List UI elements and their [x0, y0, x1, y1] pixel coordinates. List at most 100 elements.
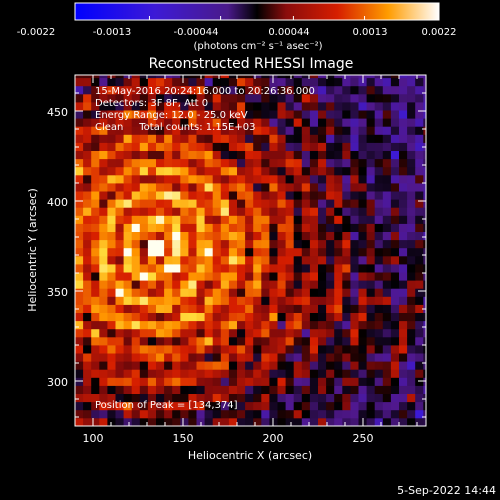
- heatmap-pixel: [196, 353, 205, 362]
- heatmap-pixel: [139, 215, 149, 224]
- heatmap-pixel: [91, 369, 100, 378]
- heatmap-pixel: [115, 320, 124, 330]
- heatmap-pixel: [172, 102, 181, 111]
- heatmap-pixel: [91, 312, 100, 322]
- heatmap-pixel: [164, 401, 173, 411]
- heatmap-pixel: [139, 199, 149, 208]
- heatmap-pixel: [212, 150, 222, 160]
- heatmap-pixel: [301, 75, 311, 79]
- heatmap-pixel: [366, 304, 376, 313]
- heatmap-pixel: [147, 85, 157, 95]
- heatmap-pixel: [269, 199, 278, 208]
- heatmap-pixel: [245, 280, 254, 289]
- heatmap-pixel: [147, 393, 157, 403]
- heatmap-pixel: [245, 409, 254, 419]
- heatmap-pixel: [261, 150, 270, 160]
- heatmap-image: [75, 75, 426, 426]
- heatmap-pixel: [83, 118, 92, 127]
- heatmap-pixel: [261, 126, 270, 135]
- heatmap-pixel: [366, 118, 376, 127]
- heatmap-pixel: [156, 409, 165, 419]
- heatmap-pixel: [164, 174, 173, 184]
- heatmap-pixel: [115, 312, 124, 322]
- heatmap-pixel: [212, 142, 222, 151]
- heatmap-pixel: [83, 312, 92, 322]
- heatmap-pixel: [115, 223, 124, 232]
- heatmap-pixel: [91, 199, 100, 208]
- heatmap-pixel: [139, 150, 149, 160]
- heatmap-pixel: [245, 377, 254, 386]
- heatmap-pixel: [196, 385, 205, 394]
- heatmap-pixel: [139, 369, 149, 378]
- heatmap-pixel: [237, 320, 246, 330]
- heatmap-pixel: [390, 223, 400, 232]
- heatmap-pixel: [407, 77, 416, 87]
- heatmap-pixel: [285, 401, 295, 411]
- heatmap-pixel: [83, 110, 92, 119]
- heatmap-pixel: [366, 77, 376, 87]
- heatmap-pixel: [293, 361, 303, 370]
- heatmap-pixel: [390, 353, 400, 362]
- heatmap-pixel: [326, 401, 335, 411]
- heatmap-pixel: [196, 85, 205, 95]
- heatmap-pixel: [293, 296, 303, 305]
- heatmap-pixel: [261, 223, 270, 232]
- heatmap-pixel: [180, 231, 189, 241]
- heatmap-pixel: [172, 134, 181, 143]
- heatmap-pixel: [196, 345, 205, 354]
- heatmap-pixel: [366, 280, 376, 289]
- heatmap-pixel: [164, 110, 173, 119]
- heatmap-pixel: [115, 353, 124, 362]
- heatmap-pixel: [407, 110, 416, 119]
- heatmap-pixel: [180, 417, 189, 426]
- heatmap-pixel: [83, 369, 92, 378]
- heatmap-pixel: [91, 239, 100, 249]
- heatmap-pixel: [407, 118, 416, 127]
- heatmap-pixel: [164, 191, 173, 200]
- heatmap-pixel: [318, 272, 327, 281]
- heatmap-pixel: [212, 93, 222, 103]
- heatmap-pixel: [107, 320, 116, 330]
- heatmap-pixel: [390, 166, 400, 176]
- heatmap-pixel: [374, 134, 384, 143]
- heatmap-pixel: [301, 280, 311, 289]
- heatmap-pixel: [99, 272, 108, 281]
- heatmap-pixel: [147, 126, 157, 135]
- heatmap-pixel: [415, 377, 424, 386]
- heatmap-pixel: [358, 207, 367, 216]
- heatmap-pixel: [220, 166, 230, 176]
- heatmap-pixel: [350, 215, 359, 224]
- heatmap-pixel: [366, 320, 376, 330]
- heatmap-pixel: [334, 393, 343, 403]
- heatmap-pixel: [204, 183, 214, 192]
- heatmap-pixel: [261, 385, 270, 394]
- heatmap-pixel: [228, 304, 238, 313]
- heatmap-pixel: [139, 377, 149, 386]
- heatmap-pixel: [212, 174, 222, 184]
- heatmap-pixel: [156, 385, 165, 394]
- heatmap-pixel: [253, 247, 262, 257]
- heatmap-pixel: [318, 353, 327, 362]
- heatmap-pixel: [180, 361, 189, 370]
- heatmap-pixel: [358, 345, 367, 354]
- heatmap-pixel: [147, 191, 157, 200]
- heatmap-pixel: [350, 369, 359, 378]
- heatmap-pixel: [75, 353, 84, 362]
- heatmap-pixel: [342, 336, 351, 346]
- heatmap-pixel: [309, 231, 319, 241]
- heatmap-pixel: [253, 272, 262, 281]
- heatmap-pixel: [99, 158, 108, 168]
- heatmap-pixel: [350, 264, 359, 273]
- heatmap-pixel: [423, 385, 426, 394]
- heatmap-pixel: [374, 272, 384, 281]
- heatmap-pixel: [261, 369, 270, 378]
- heatmap-pixel: [277, 312, 286, 322]
- heatmap-pixel: [245, 207, 254, 216]
- heatmap-pixel: [374, 320, 384, 330]
- heatmap-pixel: [220, 409, 230, 419]
- heatmap-pixel: [172, 93, 181, 103]
- heatmap-pixel: [390, 77, 400, 87]
- heatmap-pixel: [83, 126, 92, 135]
- heatmap-pixel: [407, 239, 416, 249]
- heatmap-pixel: [212, 288, 222, 297]
